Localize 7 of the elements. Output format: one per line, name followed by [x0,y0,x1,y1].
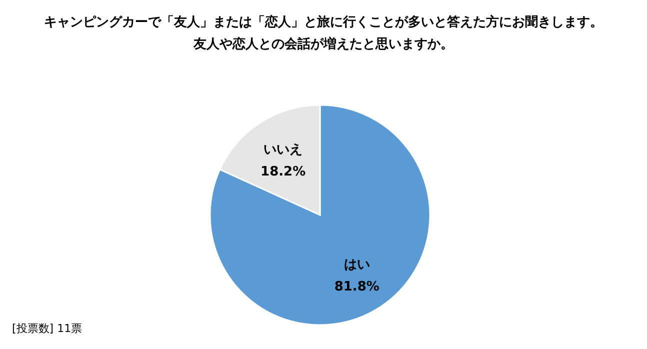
slice-label: いいえ [264,142,303,158]
data-label: 18.2% [260,164,306,180]
data-label: 81.8% [334,279,380,294]
text: [投票数] 11票 [12,322,82,335]
chart-subtitle: 友人や恋人との会話が増えたと思いますか。 [192,36,454,52]
slice-label: はい [344,257,370,272]
chart-title: キャンピングカーで「友人」または「恋人」と旅に行くことが多いと答えた方にお聞きします。 [44,14,603,30]
